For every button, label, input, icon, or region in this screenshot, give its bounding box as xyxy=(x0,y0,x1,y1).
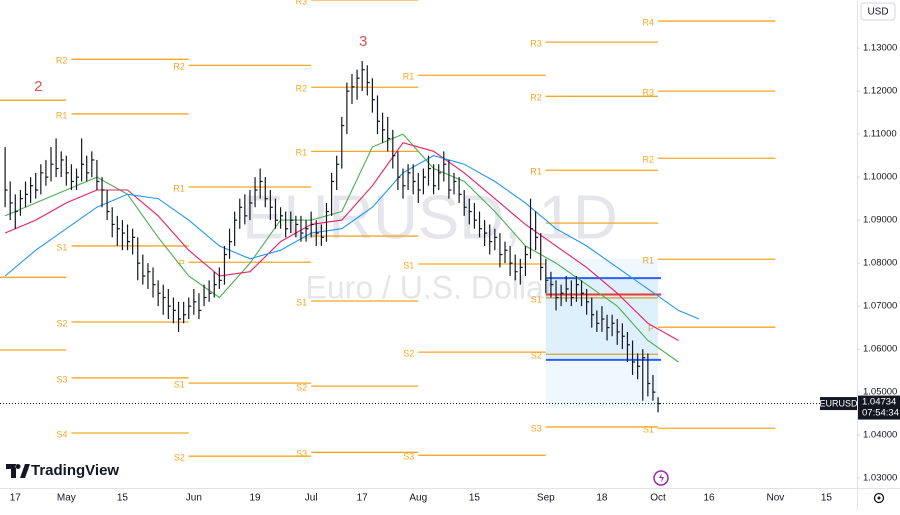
settings-center xyxy=(877,496,881,500)
y-tick-label: 1.05000 xyxy=(863,387,897,398)
pivot-label: S3 xyxy=(296,449,307,459)
y-tick-label: 1.09000 xyxy=(863,215,897,226)
pivot-label: R4 xyxy=(643,17,655,27)
countdown-label: 07:54:34 xyxy=(862,408,899,419)
y-tick-label: 1.08000 xyxy=(863,258,897,269)
wave-label: 3 xyxy=(359,33,367,50)
currency-label[interactable]: USD xyxy=(867,7,888,18)
pivot-label: S3 xyxy=(56,374,67,384)
pivot-label: S1 xyxy=(296,297,307,307)
wave-label: 2 xyxy=(34,78,42,95)
pivot-label: R1 xyxy=(530,167,542,177)
x-tick-label: Nov xyxy=(766,493,784,504)
x-tick-label: Oct xyxy=(650,493,666,504)
settings-gear[interactable] xyxy=(873,492,885,504)
x-tick-label: Jun xyxy=(186,493,202,504)
pivot-label: S1 xyxy=(403,260,414,270)
plot-area: R2 R1 S1 S2 S3 S4 R2 R1 P S1 S2 R3 R2 R1 S1 S2 S3 R1 S1 S2 S… xyxy=(0,0,858,463)
x-tick-label: Jul xyxy=(305,493,318,504)
y-tick-label: 1.13000 xyxy=(863,43,897,54)
pivot-label: R1 xyxy=(643,256,655,266)
pivot-label: S1 xyxy=(531,294,542,304)
pivot-label: S2 xyxy=(56,318,67,328)
y-tick-label: 1.07000 xyxy=(863,301,897,312)
pivot-label: R2 xyxy=(296,84,308,94)
logo-icon xyxy=(6,464,30,478)
x-tick-label: 17 xyxy=(10,493,22,504)
price-axis: 1.03000 1.04000 1.05000 1.06000 1.07000 1.080… xyxy=(857,43,900,484)
pivot-label: R2 xyxy=(173,62,185,72)
pivot-label: P xyxy=(648,324,654,334)
pivot-label: R2 xyxy=(56,56,68,66)
pivot-label: R3 xyxy=(530,39,542,49)
pivot-label: R1 xyxy=(296,148,308,158)
watermark-title: EURUSD, 1D xyxy=(242,183,618,252)
time-axis: 17 May 15 Jun 19 Jul 17 Aug 15 Sep 18 Oct 16 Nov 15 xyxy=(10,493,833,504)
pivot-label: R1 xyxy=(173,183,185,193)
currency-button[interactable] xyxy=(860,2,896,21)
pivot-label: S3 xyxy=(403,452,414,462)
pivot-label: S3 xyxy=(531,423,542,433)
event-icon[interactable] xyxy=(653,470,669,486)
x-tick-label: 18 xyxy=(596,493,608,504)
pivot-label: S2 xyxy=(174,453,185,463)
pivot-label: R2 xyxy=(530,93,542,103)
x-tick-label: Sep xyxy=(537,493,555,504)
x-tick-label: 15 xyxy=(821,493,833,504)
y-tick-label: 1.12000 xyxy=(863,86,897,97)
x-tick-label: Aug xyxy=(409,493,427,504)
x-tick-label: May xyxy=(57,493,76,504)
volume-profile-area xyxy=(545,258,659,409)
event-bolt xyxy=(659,473,664,483)
pivot-label: P xyxy=(179,259,185,269)
x-tick-label: 19 xyxy=(249,493,261,504)
settings-icon[interactable] xyxy=(873,492,885,504)
y-tick-label: 1.03000 xyxy=(863,473,897,484)
watermark-subtitle: Euro / U.S. Dollar xyxy=(306,269,555,305)
pivot-label: R3 xyxy=(643,88,655,98)
pivot-label: R2 xyxy=(643,155,655,165)
last-price-label: 1.04734 xyxy=(862,397,896,408)
pivot-label: R1 xyxy=(56,110,68,120)
pivot-label: S1 xyxy=(56,242,67,252)
x-tick-label: 16 xyxy=(704,493,716,504)
pivot-label: S1 xyxy=(643,425,654,435)
moving-average-line xyxy=(4,155,700,320)
pivot-label: S2 xyxy=(531,351,542,361)
pivot-label: R3 xyxy=(296,0,308,6)
pivot-label: S4 xyxy=(56,429,67,439)
y-tick-label: 1.04000 xyxy=(863,430,897,441)
last-price-box xyxy=(858,395,900,420)
x-tick-label: 15 xyxy=(117,493,129,504)
brand-name: TradingView xyxy=(31,462,119,479)
symbol-tag-text: EURUSD xyxy=(819,398,858,408)
pivot-label: S1 xyxy=(174,379,185,389)
moving-average-line xyxy=(4,142,679,341)
brand-logo: TradingView xyxy=(6,462,119,479)
y-tick-label: 1.06000 xyxy=(863,344,897,355)
pivot-label: S2 xyxy=(403,349,414,359)
symbol-tag xyxy=(820,397,857,411)
x-tick-label: 15 xyxy=(469,493,481,504)
pivot-label: S2 xyxy=(296,382,307,392)
pivot-label: R1 xyxy=(403,72,415,82)
watermark: EURUSD, 1D Euro / U.S. Dollar xyxy=(242,183,618,305)
moving-average-line xyxy=(4,133,679,363)
y-tick-label: 1.11000 xyxy=(863,129,897,140)
y-tick-label: 1.10000 xyxy=(863,172,897,183)
x-tick-label: 17 xyxy=(357,493,369,504)
